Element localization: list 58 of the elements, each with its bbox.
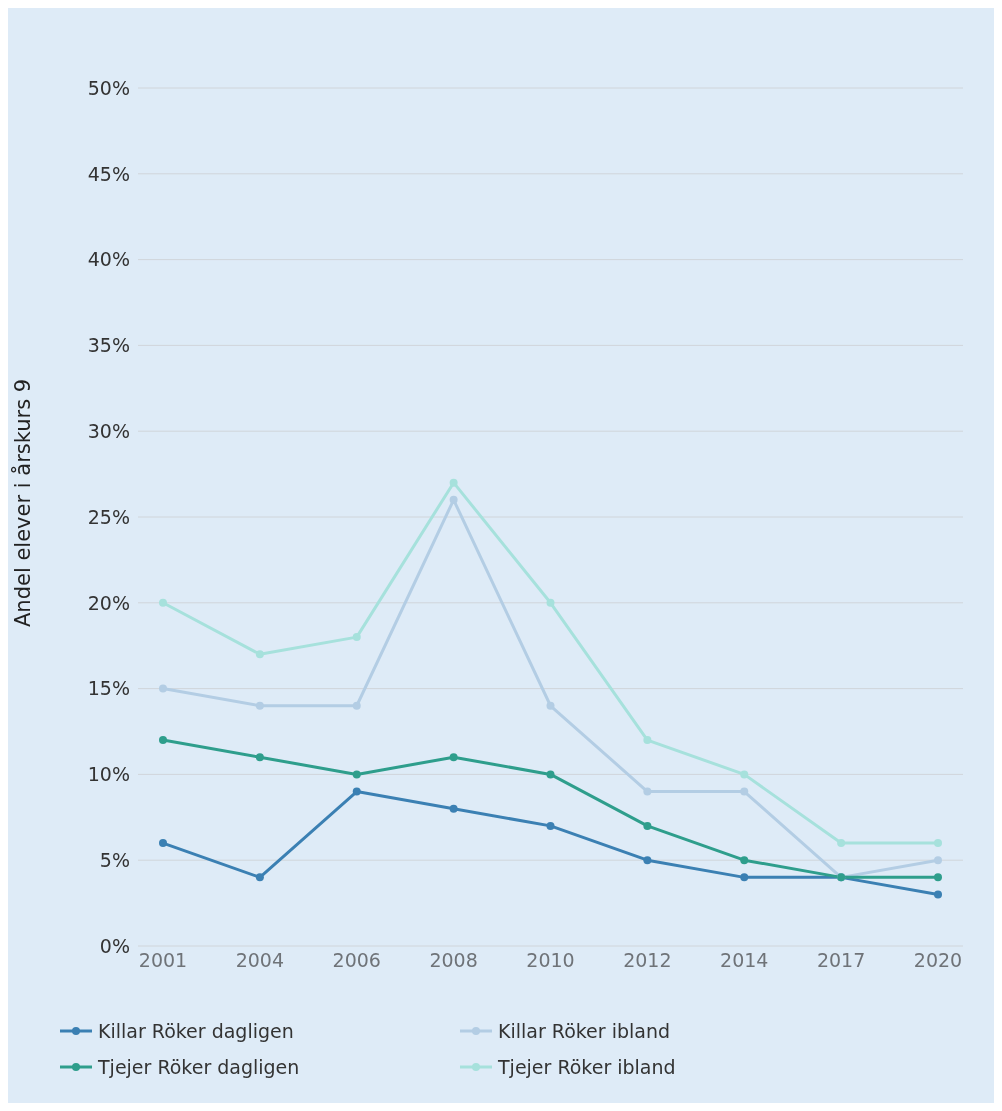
y-tick-label: 20%: [87, 591, 130, 614]
y-tick-label: 40%: [87, 248, 130, 271]
x-tick-label: 2001: [138, 949, 188, 972]
legend-label: Tjejer Röker dagligen: [98, 1056, 300, 1078]
point: [255, 701, 264, 710]
x-tick-label: 2010: [526, 949, 575, 972]
y-tick-label: 15%: [87, 677, 130, 700]
point: [546, 701, 555, 710]
point: [643, 736, 652, 745]
x-tick-label: 2017: [816, 949, 866, 972]
point: [934, 873, 942, 882]
point: [837, 839, 846, 848]
point: [934, 856, 942, 865]
point: [449, 804, 458, 813]
point: [740, 787, 749, 796]
y-axis-title: Andel elever i årskurs 9: [10, 378, 36, 627]
x-tick-label: 2006: [332, 949, 381, 972]
point: [934, 890, 942, 899]
x-tick-label: 2020: [913, 949, 963, 972]
y-tick-label: 30%: [87, 419, 130, 442]
point: [643, 821, 652, 830]
y-tick-label: 50%: [87, 76, 130, 99]
point: [352, 770, 361, 779]
y-tick-label: 35%: [87, 334, 130, 357]
point: [352, 701, 361, 710]
point: [255, 753, 264, 762]
point: [352, 787, 361, 796]
y-tick-label: 5%: [99, 848, 130, 871]
legend-label: Killar Röker dagligen: [98, 1020, 294, 1042]
legend-label: Killar Röker ibland: [498, 1020, 670, 1042]
point: [546, 821, 555, 830]
x-tick-label: 2008: [429, 949, 478, 972]
point: [449, 753, 458, 762]
point: [255, 650, 264, 659]
point: [643, 787, 652, 796]
legend-label: Tjejer Röker ibland: [498, 1056, 676, 1078]
y-tick-label: 0%: [99, 934, 130, 957]
point: [159, 736, 167, 745]
point: [159, 598, 167, 607]
point: [740, 770, 749, 779]
x-tick-label: 2012: [623, 949, 672, 972]
y-tick-label: 45%: [87, 162, 130, 185]
point: [643, 856, 652, 865]
x-tick-label: 2014: [720, 949, 769, 972]
point: [740, 873, 749, 882]
point: [449, 478, 458, 487]
point: [546, 598, 555, 607]
point: [546, 770, 555, 779]
y-tick-label: 25%: [87, 505, 130, 528]
point: [255, 873, 264, 882]
point: [352, 633, 361, 642]
point: [159, 839, 167, 848]
x-tick-label: 2004: [235, 949, 285, 972]
point: [449, 495, 458, 504]
point: [934, 839, 942, 848]
point: [159, 684, 167, 693]
point: [740, 856, 749, 865]
y-tick-label: 10%: [87, 763, 130, 786]
